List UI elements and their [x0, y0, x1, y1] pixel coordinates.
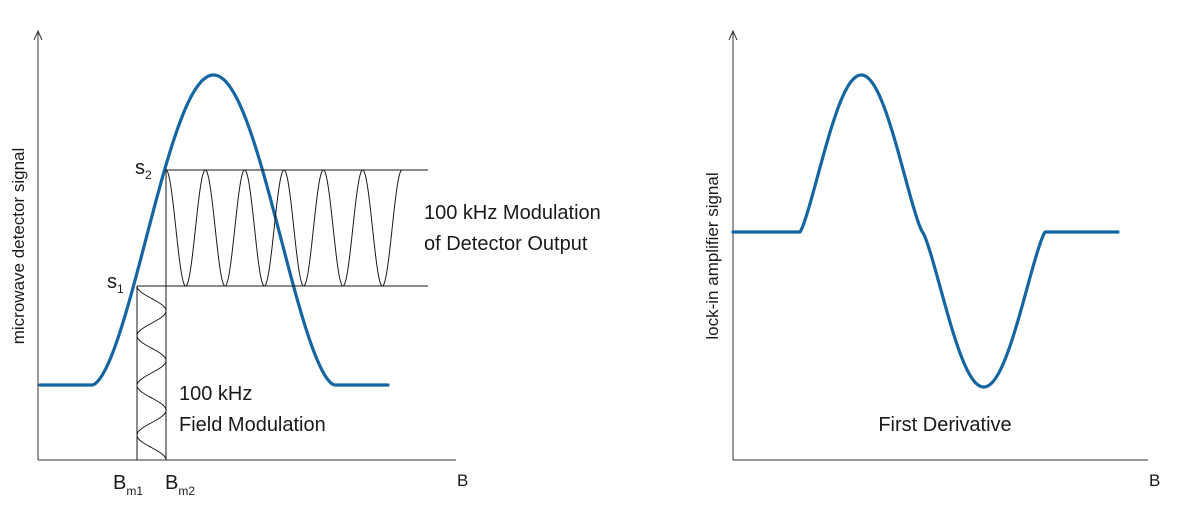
absorption-curve — [38, 73, 390, 387]
right-panel: B lock-in amplifier signal First Derivat… — [703, 29, 1160, 490]
left-x-axis-label: B — [457, 471, 468, 490]
s2-label: s2 — [135, 157, 152, 182]
right-y-axis-label: lock-in amplifier signal — [703, 172, 722, 339]
output-modulation-label-line1: 100 kHz Modulation — [424, 202, 601, 224]
left-panel: s2 s1 Bm1 Bm2 B microwave detector signa… — [9, 29, 601, 498]
output-modulation-label-line2: of Detector Output — [424, 233, 588, 255]
left-y-axis-arrow — [33, 29, 43, 41]
bm2-label: Bm2 — [165, 472, 195, 498]
right-x-axis-label: B — [1149, 471, 1160, 490]
right-y-axis-arrow — [728, 29, 738, 41]
field-modulation-label-line2: Field Modulation — [179, 414, 326, 436]
s1-label: s1 — [107, 271, 124, 296]
detector-output-modulation-wave — [165, 169, 403, 287]
bm1-label: Bm1 — [113, 472, 143, 498]
first-derivative-caption: First Derivative — [878, 414, 1011, 436]
left-y-axis-label: microwave detector signal — [9, 148, 28, 345]
first-derivative-curve — [731, 73, 1120, 389]
field-modulation-label-line1: 100 kHz — [179, 383, 252, 405]
field-modulation-wave — [136, 285, 167, 461]
